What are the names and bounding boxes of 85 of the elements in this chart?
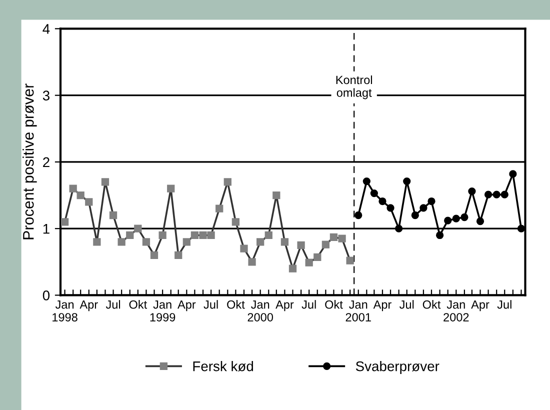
point — [436, 231, 444, 240]
point — [174, 251, 182, 260]
point — [411, 211, 419, 220]
point — [182, 238, 190, 246]
point — [199, 231, 207, 240]
point — [500, 190, 508, 198]
point — [517, 224, 526, 232]
point — [256, 238, 264, 246]
x-tick-label: Apr — [471, 300, 490, 312]
point — [354, 211, 362, 220]
x-tick-label: Jul — [302, 300, 316, 309]
point — [69, 184, 77, 192]
point — [109, 211, 118, 220]
point — [85, 198, 93, 206]
point — [224, 178, 232, 186]
point — [314, 253, 322, 262]
x-tick-label: Jan 1998 — [52, 300, 78, 322]
y-tick-label: 2 — [43, 157, 50, 167]
point — [150, 251, 158, 260]
x-tick-label: Okt — [422, 300, 441, 309]
ref-line-label: Kontrol omlagt — [336, 75, 372, 100]
x-tick-label: Okt — [325, 300, 343, 309]
legend-label: Fersk kød — [193, 361, 254, 372]
y-tick-label: 3 — [42, 90, 50, 100]
point — [492, 190, 500, 198]
point — [476, 217, 484, 226]
point — [158, 231, 166, 240]
x-tick-label: Apr — [373, 300, 392, 312]
x-tick-label: Okt — [129, 300, 148, 309]
point — [118, 238, 126, 246]
x-tick-label: Apr — [178, 300, 196, 312]
point — [444, 216, 452, 224]
point — [240, 244, 248, 252]
point — [232, 218, 240, 226]
x-tick-label: Jul — [106, 300, 120, 309]
x-tick-label: Jan 1999 — [150, 300, 176, 322]
x-tick-label: Jul — [497, 300, 512, 309]
point — [386, 204, 394, 212]
point — [280, 238, 289, 246]
point — [190, 231, 199, 240]
point — [248, 258, 256, 266]
point — [288, 264, 297, 272]
point — [370, 189, 378, 198]
x-tick-label: Apr — [80, 300, 98, 312]
point — [330, 233, 338, 242]
x-tick-label: Jan 2000 — [248, 300, 273, 322]
point — [420, 204, 428, 212]
point — [134, 224, 142, 232]
point — [126, 231, 134, 240]
point — [509, 170, 517, 178]
point — [297, 241, 305, 250]
point — [60, 218, 69, 226]
point — [142, 238, 150, 246]
y-tick-label: 0 — [42, 290, 50, 300]
point — [101, 178, 110, 186]
x-tick-label: Jul — [399, 300, 414, 309]
point — [338, 234, 346, 242]
x-tick-label: Apr — [276, 300, 294, 312]
point — [264, 231, 272, 240]
point — [428, 197, 436, 206]
point — [167, 184, 175, 192]
x-tick-label: Jul — [204, 300, 218, 309]
point — [378, 197, 386, 206]
point — [468, 187, 476, 196]
point — [460, 213, 468, 222]
point — [272, 191, 280, 200]
y-axis-title: Procent positive prøver — [22, 84, 37, 240]
point — [305, 258, 313, 266]
point — [403, 177, 411, 186]
point — [207, 231, 215, 240]
x-tick-label: Jan 2001 — [346, 300, 371, 322]
point — [346, 256, 354, 264]
point — [216, 204, 224, 212]
point — [452, 214, 460, 222]
point — [93, 238, 101, 246]
y-tick-label: 1 — [43, 224, 50, 234]
y-tick-label: 4 — [42, 24, 50, 34]
point — [362, 177, 370, 186]
x-tick-label: Jan 2002 — [444, 300, 469, 322]
point — [76, 191, 84, 200]
x-tick-label: Okt — [227, 300, 245, 309]
point — [484, 190, 492, 198]
point — [394, 224, 403, 232]
legend-label: Svaberprøver — [356, 361, 440, 374]
point — [322, 240, 330, 248]
